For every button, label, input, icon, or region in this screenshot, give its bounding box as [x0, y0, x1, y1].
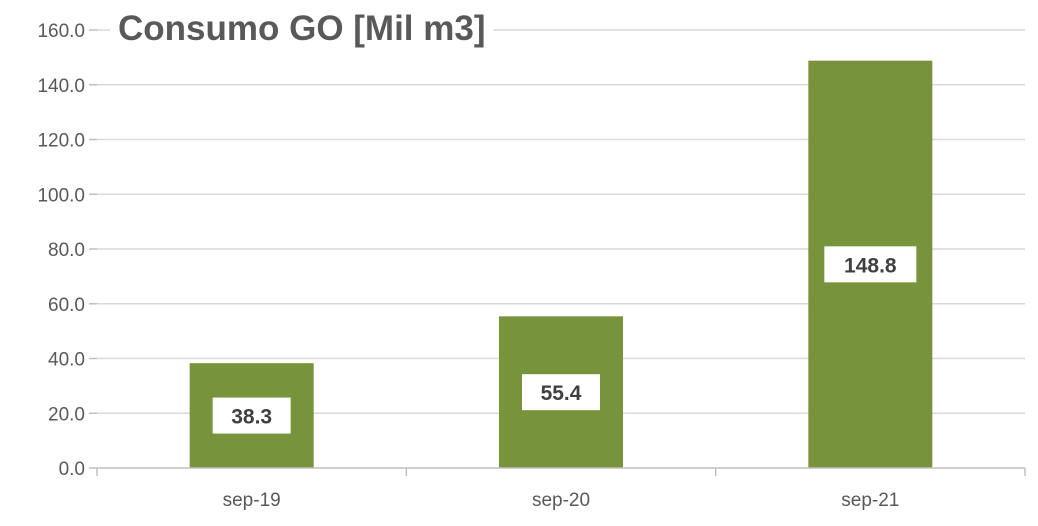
y-tick-label: 20.0 [48, 404, 85, 425]
y-axis-tick-labels: 0.0 20.0 40.0 60.0 80.0 100.0 120.0 140.0 160.0 [37, 21, 85, 480]
y-tick-label: 80.0 [48, 240, 85, 261]
x-tick-label: sep-21 [841, 490, 899, 511]
data-label-box [212, 397, 291, 434]
x-axis: sep-19 sep-20 sep-21 [96, 467, 1026, 511]
chart-title: Consumo GO [Mil m3] [118, 9, 486, 48]
y-tick-label: 40.0 [48, 350, 85, 371]
y-tick-label: 60.0 [48, 295, 85, 316]
data-label-box [824, 246, 917, 283]
data-label: 148.8 [844, 254, 897, 277]
y-tick-label: 140.0 [37, 76, 85, 97]
data-label: 55.4 [541, 382, 582, 405]
y-tick-label: 160.0 [37, 21, 85, 42]
y-tick-label: 0.0 [59, 459, 85, 480]
chart-title-background [110, 7, 494, 50]
y-tick-label: 120.0 [37, 131, 85, 152]
data-label-box [522, 374, 600, 411]
y-tick-label: 100.0 [37, 185, 85, 206]
chart-title-group: Consumo GO [Mil m3] [110, 7, 494, 50]
x-tick-label: sep-19 [223, 490, 281, 511]
x-tick-label: sep-20 [532, 490, 590, 511]
data-label: 38.3 [231, 406, 272, 429]
data-labels: 38.3 55.4 148.8 [212, 246, 917, 434]
